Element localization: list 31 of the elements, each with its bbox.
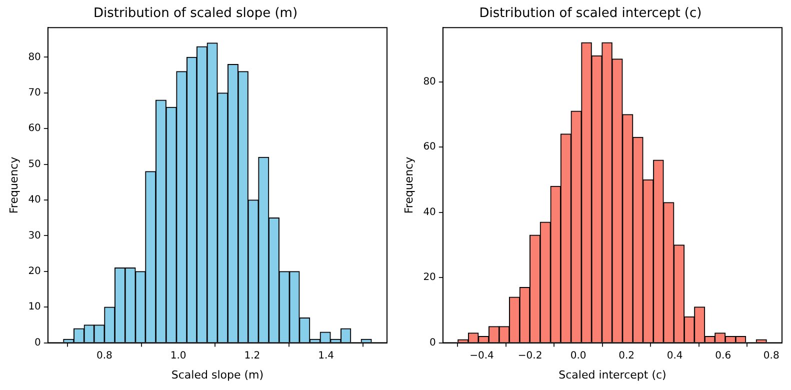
y-tick-label: 10: [28, 302, 41, 313]
y-tick-label: 80: [28, 52, 41, 63]
x-tick-label: 0.4: [666, 350, 683, 362]
y-tick-label: 60: [28, 123, 41, 134]
y-axis-title: Frequency: [7, 156, 20, 214]
x-tick-label: 0.2: [618, 350, 635, 362]
y-tick-label: 30: [28, 230, 41, 242]
x-tick-label: 1.0: [170, 350, 186, 362]
x-tick-label: 0.8: [96, 350, 112, 362]
x-axis-title: Scaled slope (m): [171, 368, 264, 382]
chart-title: Distribution of scaled slope (m): [93, 6, 298, 22]
y-tick-label: 20: [28, 266, 41, 277]
y-tick-label: 50: [28, 158, 41, 170]
x-tick-label: −0.4: [470, 350, 494, 362]
y-tick-label: 20: [423, 272, 436, 284]
y-tick-label: 70: [28, 88, 41, 99]
x-axis-title: Scaled intercept (c): [558, 368, 666, 382]
y-tick-label: 80: [423, 76, 436, 88]
x-tick-label: 0.0: [570, 350, 586, 362]
x-tick-label: 0.6: [715, 350, 732, 362]
x-tick-label: −0.2: [518, 350, 542, 362]
y-axis-title: Frequency: [402, 156, 416, 214]
y-tick-label: 0: [430, 337, 436, 348]
x-tick-label: 1.4: [318, 350, 334, 362]
x-tick-label: 1.2: [244, 350, 260, 362]
x-tick-label: 0.8: [763, 350, 780, 362]
chart-title: Distribution of scaled intercept (c): [479, 6, 702, 22]
y-tick-label: 0: [34, 337, 41, 348]
y-tick-label: 40: [28, 194, 41, 206]
y-tick-label: 60: [423, 142, 436, 153]
y-tick-label: 40: [423, 206, 436, 218]
